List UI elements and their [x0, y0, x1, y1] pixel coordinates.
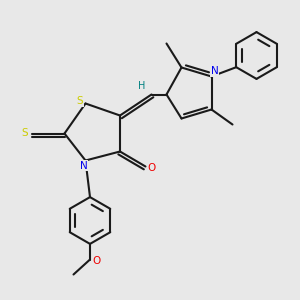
Text: O: O [147, 163, 156, 173]
Text: N: N [211, 66, 218, 76]
Text: S: S [22, 128, 28, 139]
Text: H: H [138, 81, 146, 91]
Text: S: S [77, 96, 83, 106]
Text: N: N [80, 160, 88, 171]
Text: O: O [92, 256, 101, 266]
